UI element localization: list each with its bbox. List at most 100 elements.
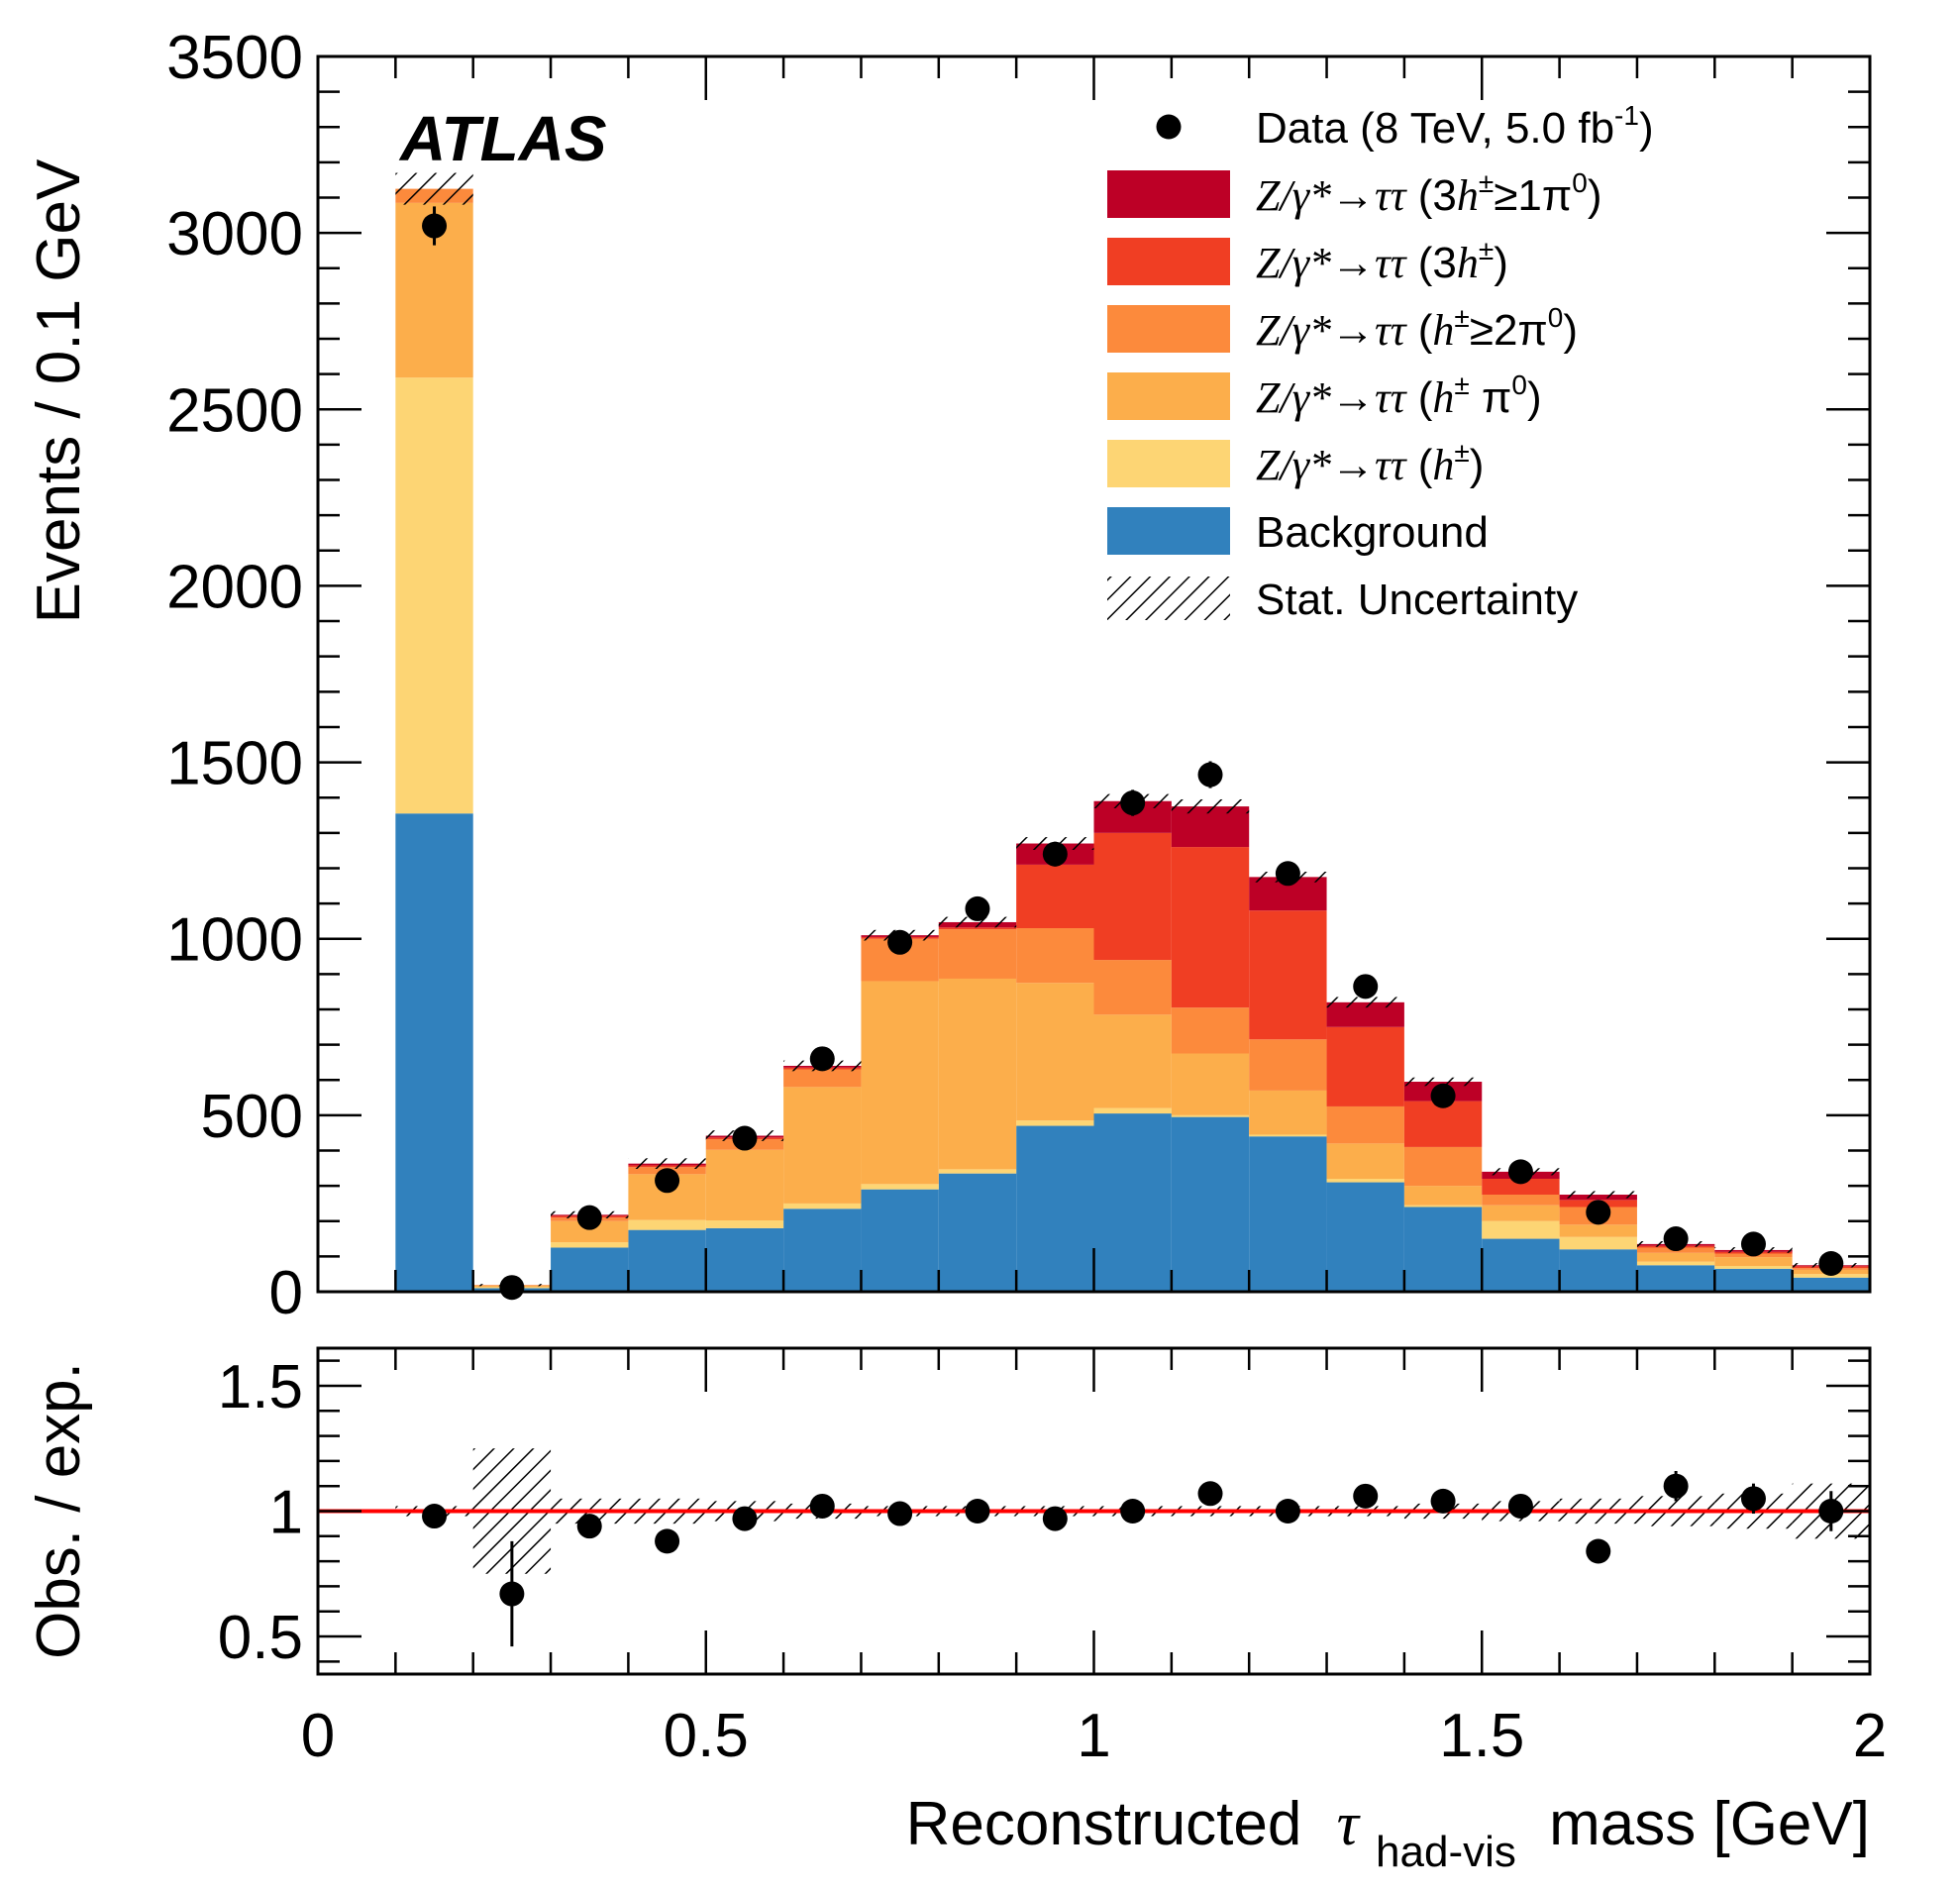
ratio-point-17 [1740, 1486, 1766, 1512]
legend-text-part: (3 [1406, 171, 1457, 220]
legend-text-part: ) [1563, 306, 1578, 355]
bar-segment-s0-bin6 [861, 1189, 939, 1292]
bar-segment-s4-bin12 [1326, 1026, 1404, 1106]
ratio-y-tick-label: 1 [269, 1479, 303, 1547]
legend-text-part: ) [1588, 171, 1602, 220]
bar-segment-s1-bin11 [1249, 1134, 1327, 1137]
bar-segment-s0-bin16 [1636, 1265, 1715, 1292]
legend-hadron-symbol: h [1457, 239, 1479, 287]
bar-segment-s3-bin14 [1482, 1195, 1560, 1206]
bar-segment-s2-bin6 [861, 981, 939, 1185]
data-point-16 [1663, 1226, 1689, 1252]
legend-process: Z/γ*→ττ [1256, 239, 1408, 287]
legend-text-part: ≥2π [1470, 306, 1548, 355]
bar-segment-s0-bin11 [1249, 1136, 1327, 1292]
ratio-point-6 [887, 1501, 913, 1526]
bar-segment-s0-bin0 [395, 813, 473, 1292]
bar-segment-s4-bin8 [1016, 864, 1094, 929]
legend-label-s0: Background [1256, 508, 1489, 557]
legend-label-s4: Z/γ*→ττ (3h±) [1256, 235, 1508, 287]
data-point-2 [576, 1205, 602, 1230]
bar-segment-s3-bin8 [1016, 928, 1094, 984]
uncertainty-hatch-bin10 [1171, 798, 1250, 814]
stacked-histogram [395, 188, 1870, 1292]
data-point-9 [1120, 790, 1146, 816]
uncertainty-hatch-bin7 [938, 916, 1017, 928]
legend-process: Z/γ*→ττ [1256, 171, 1408, 220]
y-axis-title-main: Events / 0.1 GeV [25, 158, 93, 623]
ratio-point-14 [1507, 1493, 1533, 1519]
bar-segment-s1-bin5 [783, 1203, 862, 1209]
ratio-y-tick-label: 1.5 [218, 1353, 303, 1421]
legend-label-unc: Stat. Uncertainty [1256, 576, 1578, 624]
x-axis-title: Reconstructed τ had-vis mass [GeV] [906, 1790, 1870, 1880]
bar-segment-s0-bin7 [938, 1173, 1017, 1292]
bar-segment-s0-bin13 [1403, 1207, 1483, 1292]
bar-segment-s2-bin13 [1403, 1186, 1483, 1206]
x-tick-label: 0.5 [664, 1702, 749, 1770]
legend-swatch-s4 [1107, 238, 1230, 285]
data-point-14 [1507, 1159, 1533, 1185]
legend-text-part: ( [1406, 373, 1433, 422]
bar-segment-s4-bin9 [1093, 832, 1172, 961]
bar-segment-s2-bin10 [1171, 1053, 1250, 1115]
bar-segment-s1-bin16 [1636, 1261, 1715, 1266]
bar-segment-s0-bin17 [1714, 1268, 1793, 1292]
bar-segment-s0-bin4 [705, 1227, 784, 1292]
y-tick-label: 2500 [166, 376, 303, 445]
legend-text-part: (3 [1406, 239, 1457, 287]
ratio-point-13 [1430, 1488, 1456, 1514]
data-point-1 [499, 1275, 525, 1301]
uncertainty-hatch-bin15 [1559, 1191, 1637, 1199]
ratio-point-1 [499, 1581, 525, 1607]
bar-segment-s2-bin4 [705, 1149, 784, 1221]
bar-segment-s1-bin8 [1016, 1120, 1094, 1126]
legend-text-part: ≥1π [1494, 171, 1572, 220]
y-tick-label: 1500 [166, 730, 303, 798]
bar-segment-s1-bin3 [628, 1219, 706, 1230]
legend-label-s5: Z/γ*→ττ (3h±≥1π0) [1256, 167, 1601, 220]
legend-superscript: ± [1479, 235, 1494, 265]
ratio-point-2 [576, 1514, 602, 1539]
legend-text-part: π [1470, 373, 1512, 422]
legend-superscript: ± [1454, 302, 1469, 333]
ratio-y-tick-label: 0.5 [218, 1604, 303, 1672]
bar-segment-s1-bin2 [551, 1242, 629, 1248]
ratio-point-5 [809, 1493, 835, 1519]
bar-segment-s0-bin18 [1792, 1277, 1870, 1292]
legend-text-part: ) [1494, 239, 1508, 287]
legend-hadron-symbol: h [1432, 441, 1454, 489]
bar-segment-s2-bin8 [1016, 983, 1094, 1121]
ratio-point-4 [732, 1506, 758, 1531]
x-axis-title-tail: mass [GeV] [1549, 1790, 1870, 1858]
legend-text-part: Data (8 TeV, 5.0 fb [1256, 104, 1614, 153]
legend-swatch-s1 [1107, 440, 1230, 487]
bar-segment-s3-bin10 [1171, 1007, 1250, 1054]
legend-superscript: 0 [1572, 167, 1588, 198]
legend-label-s2: Z/γ*→ττ (h± π0) [1256, 369, 1542, 422]
bar-segment-s3-bin12 [1326, 1105, 1404, 1144]
bar-segment-s4-bin7 [938, 927, 1017, 930]
bar-segment-s4-bin13 [1403, 1101, 1483, 1147]
legend-swatch-s3 [1107, 305, 1230, 353]
legend-text-part: ) [1639, 104, 1654, 153]
x-tick-label: 1.5 [1439, 1702, 1524, 1770]
legend-label-data: Data (8 TeV, 5.0 fb-1) [1256, 100, 1654, 153]
bar-segment-s3-bin5 [783, 1069, 862, 1088]
data-point-18 [1818, 1250, 1844, 1276]
x-axis-title-symbol: τ [1337, 1791, 1362, 1858]
bar-segment-s1-bin0 [395, 377, 473, 814]
bar-segment-s0-bin8 [1016, 1125, 1094, 1292]
data-point-3 [655, 1168, 680, 1194]
bar-segment-s3-bin11 [1249, 1039, 1327, 1091]
bar-segment-s2-bin15 [1559, 1224, 1637, 1237]
atlas-label: ATLAS [398, 103, 607, 174]
y-tick-label: 500 [201, 1083, 303, 1151]
bar-segment-s1-bin14 [1482, 1220, 1560, 1239]
legend-text-part: ( [1406, 441, 1433, 489]
legend-superscript: ± [1479, 167, 1494, 198]
legend-hadron-symbol: h [1432, 373, 1454, 422]
legend-label-s3: Z/γ*→ττ (h±≥2π0) [1256, 302, 1578, 355]
ratio-point-16 [1663, 1473, 1689, 1499]
